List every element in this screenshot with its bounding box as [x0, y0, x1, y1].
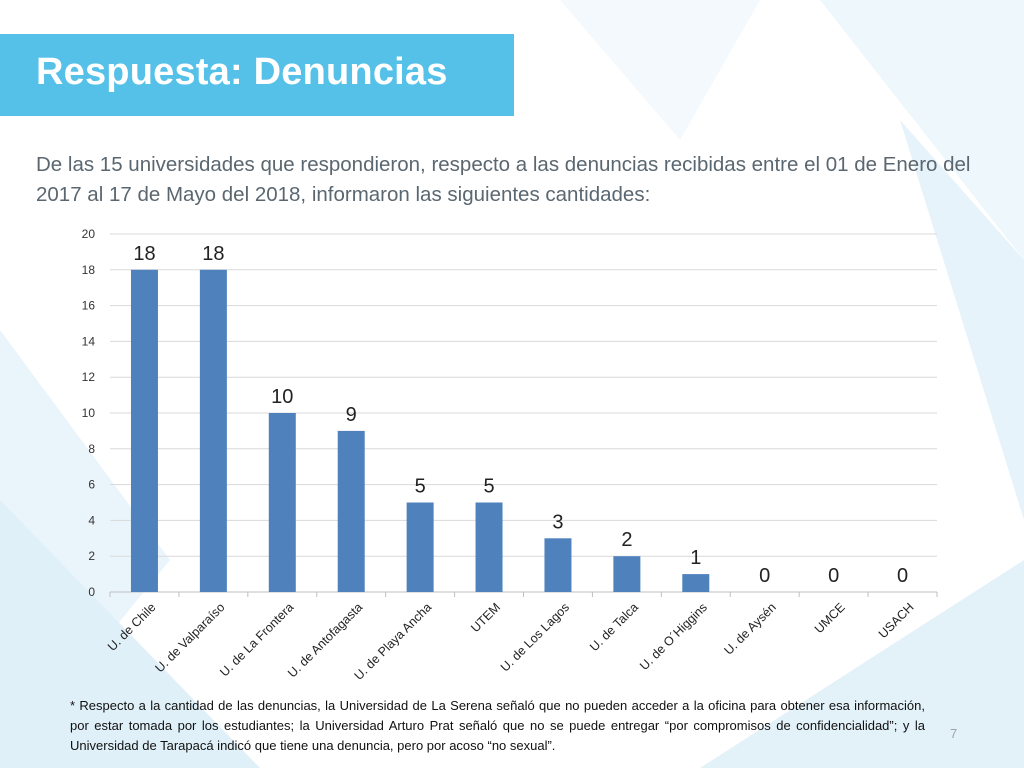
- x-tick-label: U. de La Frontera: [217, 600, 296, 679]
- y-tick-label: 18: [82, 263, 96, 277]
- data-label: 0: [828, 565, 839, 587]
- data-label: 9: [346, 404, 357, 426]
- y-tick-label: 12: [82, 370, 96, 384]
- data-label: 10: [271, 386, 293, 408]
- data-label: 0: [759, 565, 770, 587]
- y-tick-label: 2: [88, 549, 95, 563]
- page-number: 7: [950, 726, 958, 741]
- bar: [406, 502, 434, 592]
- slide-title: Respuesta: Denuncias: [36, 51, 448, 93]
- x-tick-label: U. de Aysén: [721, 600, 778, 657]
- data-label: 2: [621, 529, 632, 551]
- bar: [199, 269, 227, 592]
- y-tick-label: 6: [88, 478, 95, 492]
- bar: [682, 574, 710, 592]
- x-tick-label: UTEM: [468, 600, 503, 635]
- data-label: 18: [133, 243, 155, 265]
- x-tick-label: UMCE: [812, 600, 848, 636]
- bar: [130, 269, 158, 592]
- bar: [337, 430, 365, 592]
- x-tick-label: U. de Chile: [105, 600, 159, 654]
- data-label: 5: [483, 476, 494, 498]
- data-label: 0: [897, 565, 908, 587]
- title-bar: [0, 34, 514, 116]
- y-tick-label: 4: [88, 513, 95, 527]
- data-label: 18: [202, 243, 224, 265]
- x-tick-label: U. de Antofagasta: [285, 600, 365, 680]
- x-tick-label: U. de Valparaíso: [152, 600, 227, 675]
- bar: [268, 413, 296, 592]
- x-tick-label: U. de Playa Ancha: [352, 600, 435, 683]
- y-tick-label: 0: [88, 585, 95, 599]
- footnote: * Respecto a la cantidad de las denuncia…: [70, 698, 925, 753]
- data-label: 1: [690, 547, 701, 569]
- y-tick-label: 14: [82, 334, 96, 348]
- y-tick-label: 20: [82, 227, 96, 241]
- y-tick-label: 8: [88, 442, 95, 456]
- x-tick-label: U. de Los Lagos: [498, 600, 572, 674]
- bar: [475, 502, 503, 592]
- bar: [613, 556, 641, 592]
- data-label: 5: [415, 476, 426, 498]
- x-tick-label: USACH: [876, 600, 917, 641]
- y-tick-label: 10: [82, 406, 96, 420]
- x-tick-label: U. de Talca: [587, 600, 641, 654]
- data-label: 3: [552, 511, 563, 533]
- x-tick-label: U. de O´Higgins: [637, 600, 710, 673]
- y-tick-label: 16: [82, 299, 96, 313]
- intro-text: De las 15 universidades que respondieron…: [36, 153, 971, 206]
- bar: [544, 538, 572, 592]
